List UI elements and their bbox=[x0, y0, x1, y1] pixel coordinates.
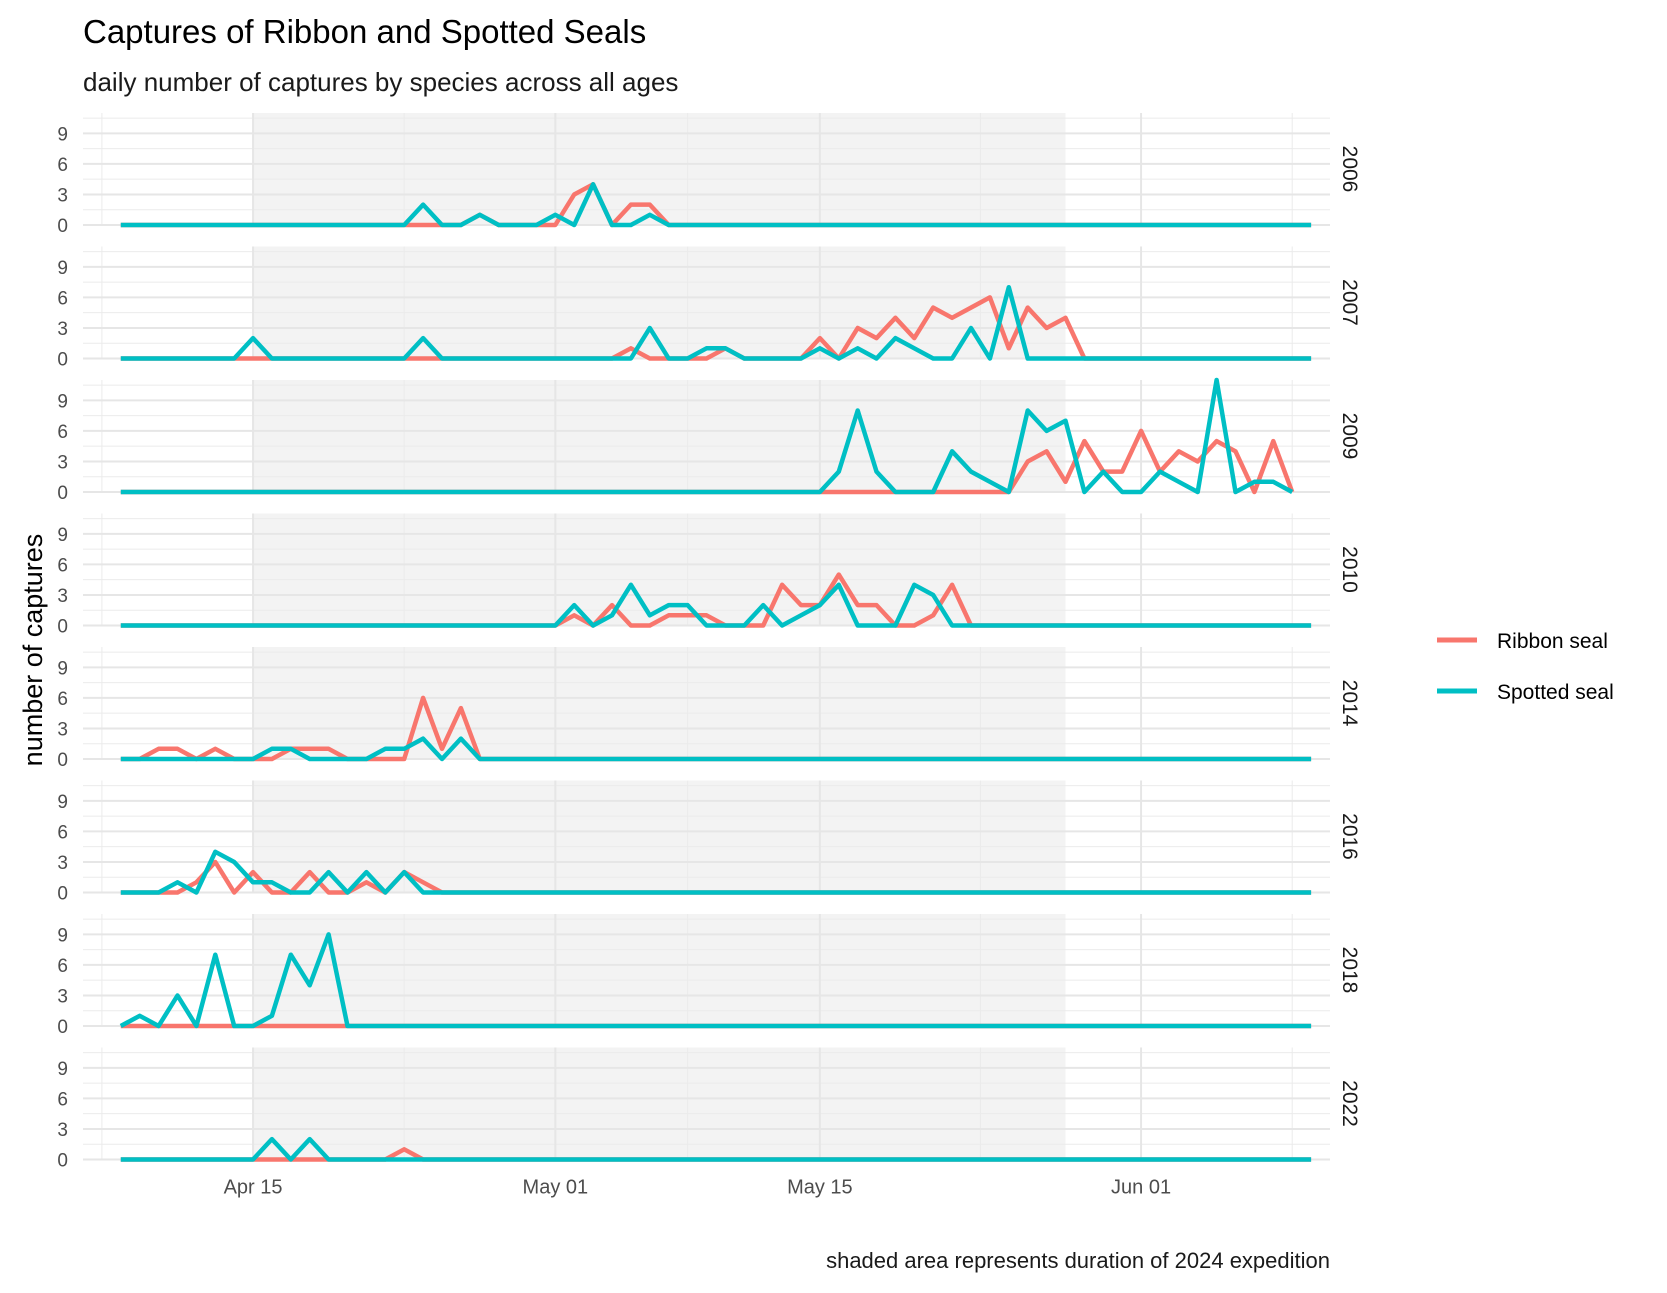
series-line-ribbon-seal bbox=[120, 695, 1312, 762]
facet-panels: 0 3 6 9 2006 0 3 6 9 2007 0 3 6 9 2009 0 3 6 9 2010 0 3 6 9 2014… bbox=[57, 113, 1361, 1172]
facet-strip-label: 2018 bbox=[1338, 947, 1361, 994]
y-tick-label: 3 bbox=[57, 1120, 68, 1141]
legend-label: Spotted seal bbox=[1497, 681, 1614, 704]
expedition-shade bbox=[253, 780, 1066, 893]
facet-strip-label: 2007 bbox=[1338, 279, 1361, 326]
facet-panel-2006: 0 3 6 9 2006 bbox=[57, 113, 1361, 237]
series-line-spotted-seal bbox=[120, 582, 1312, 628]
y-tick-label: 9 bbox=[57, 258, 68, 279]
facet-strip-label: 2016 bbox=[1338, 813, 1361, 860]
y-tick-label: 9 bbox=[57, 124, 68, 145]
x-tick-label: May 01 bbox=[523, 1177, 589, 1199]
expedition-shade bbox=[253, 380, 1066, 492]
y-tick-label: 6 bbox=[57, 155, 68, 176]
x-tick-label: Jun 01 bbox=[1111, 1177, 1171, 1199]
y-tick-label: 3 bbox=[57, 185, 68, 206]
legend-label: Ribbon seal bbox=[1497, 630, 1608, 653]
series-line-spotted-seal bbox=[120, 377, 1294, 495]
y-tick-label: 3 bbox=[57, 986, 68, 1007]
y-tick-label: 3 bbox=[57, 586, 68, 607]
expedition-shade bbox=[253, 914, 1066, 1026]
chart-caption: shaded area represents duration of 2024 … bbox=[826, 1248, 1330, 1273]
facet-panel-2014: 0 3 6 9 2014 bbox=[57, 647, 1361, 771]
y-tick-label: 6 bbox=[57, 956, 68, 977]
y-tick-label: 9 bbox=[57, 525, 68, 546]
series-line-spotted-seal bbox=[119, 932, 1312, 1029]
x-tick-label: May 15 bbox=[787, 1177, 853, 1199]
y-tick-label: 3 bbox=[57, 719, 68, 740]
series-line-ribbon-seal bbox=[120, 295, 1312, 361]
chart-title: Captures of Ribbon and Spotted Seals bbox=[83, 13, 646, 50]
y-tick-label: 0 bbox=[57, 750, 68, 771]
y-tick-label: 6 bbox=[57, 689, 68, 710]
facet-panel-2022: 0 3 6 9 2022 bbox=[57, 1047, 1361, 1172]
y-tick-label: 0 bbox=[57, 216, 68, 237]
y-tick-label: 9 bbox=[57, 391, 68, 412]
y-tick-label: 6 bbox=[57, 822, 68, 843]
y-axis-label: number of captures bbox=[18, 534, 48, 767]
y-tick-label: 3 bbox=[57, 319, 68, 340]
y-tick-label: 0 bbox=[57, 483, 68, 504]
series-line-spotted-seal bbox=[120, 1136, 1312, 1162]
y-tick-label: 0 bbox=[57, 617, 68, 638]
facet-strip-label: 2009 bbox=[1338, 413, 1361, 460]
facet-panel-2010: 0 3 6 9 2010 bbox=[57, 513, 1361, 638]
facet-strip-label: 2014 bbox=[1338, 680, 1361, 727]
facet-panel-2009: 0 3 6 9 2009 bbox=[57, 377, 1361, 504]
y-tick-label: 0 bbox=[57, 350, 68, 371]
series-line-spotted-seal bbox=[120, 849, 1312, 895]
expedition-shade bbox=[253, 647, 1066, 759]
y-tick-label: 9 bbox=[57, 792, 68, 813]
facet-strip-label: 2022 bbox=[1338, 1080, 1361, 1127]
y-tick-label: 0 bbox=[57, 884, 68, 905]
expedition-shade bbox=[253, 1047, 1066, 1160]
y-tick-label: 6 bbox=[57, 422, 68, 443]
y-tick-label: 6 bbox=[57, 288, 68, 309]
y-tick-label: 3 bbox=[57, 853, 68, 874]
y-tick-label: 0 bbox=[57, 1151, 68, 1172]
y-tick-label: 0 bbox=[57, 1017, 68, 1038]
facet-panel-2007: 0 3 6 9 2007 bbox=[57, 246, 1361, 371]
series-line-spotted-seal bbox=[120, 736, 1312, 762]
x-tick-label: Apr 15 bbox=[224, 1177, 283, 1199]
series-line-ribbon-seal bbox=[120, 572, 1312, 628]
facet-panel-2016: 0 3 6 9 2016 bbox=[57, 780, 1361, 905]
expedition-shade bbox=[253, 113, 1066, 225]
series-line-ribbon-seal bbox=[120, 428, 1295, 495]
series-line-spotted-seal bbox=[120, 284, 1312, 361]
facet-panel-2018: 0 3 6 9 2018 bbox=[57, 914, 1361, 1038]
legend-item: Spotted seal bbox=[1437, 681, 1614, 704]
y-tick-label: 6 bbox=[57, 1089, 68, 1110]
series-line-spotted-seal bbox=[120, 182, 1312, 228]
chart-subtitle: daily number of captures by species acro… bbox=[83, 67, 678, 97]
y-tick-label: 9 bbox=[57, 925, 68, 946]
legend-item: Ribbon seal bbox=[1437, 630, 1608, 653]
x-axis: Apr 15 May 01 May 15 Jun 01 bbox=[224, 1177, 1172, 1199]
expedition-shade bbox=[253, 513, 1066, 626]
facet-strip-label: 2010 bbox=[1338, 546, 1361, 593]
y-tick-label: 9 bbox=[57, 658, 68, 679]
y-tick-label: 3 bbox=[57, 452, 68, 473]
facet-strip-label: 2006 bbox=[1338, 146, 1361, 193]
legend: Ribbon seal Spotted seal bbox=[1437, 630, 1614, 704]
y-tick-label: 9 bbox=[57, 1059, 68, 1080]
y-tick-label: 6 bbox=[57, 555, 68, 576]
